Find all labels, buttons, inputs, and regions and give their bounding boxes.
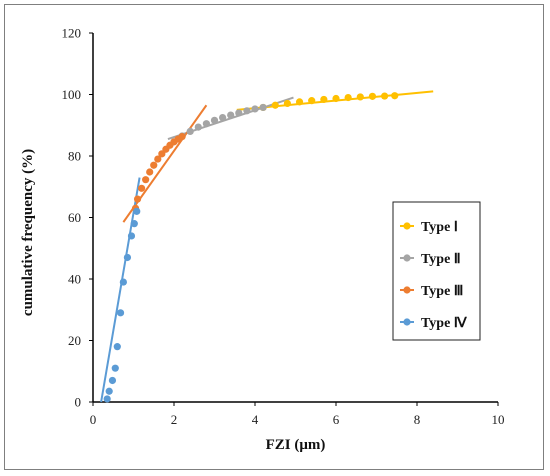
data-point-series-2 [243,107,251,115]
x-tick-label: 10 [492,412,505,427]
data-point-series-3 [146,168,154,176]
y-tick-label: 80 [68,149,81,164]
data-point-series-3 [178,133,186,141]
fit-line-series-4 [100,177,141,403]
legend-label-series-4: Type Ⅳ [421,316,468,331]
data-point-series-2 [235,109,243,117]
data-point-series-4 [119,278,127,286]
x-tick-label: 2 [171,412,178,427]
data-point-series-3 [158,150,166,158]
data-point-series-2 [210,116,219,124]
data-point-series-1 [391,92,399,100]
y-tick-label: 120 [62,26,82,41]
data-point-series-3 [142,176,150,184]
x-axis-title: FZI (μm) [266,437,326,453]
data-point-series-4 [123,253,132,262]
data-point-series-2 [186,127,194,135]
data-point-series-1 [368,92,377,100]
y-axis-title: cumulative frequency (%) [20,149,36,316]
data-point-series-3 [133,195,142,203]
data-point-series-4 [103,395,111,403]
data-point-series-1 [283,99,291,108]
y-tick-label: 40 [68,272,81,287]
data-point-series-4 [105,387,113,395]
data-point-series-4 [108,376,117,385]
data-point-series-3 [154,155,162,163]
data-point-series-1 [320,95,328,104]
data-point-series-1 [332,94,340,103]
legend-label-series-1: Type Ⅰ [421,220,458,235]
data-point-series-4 [133,207,141,215]
y-tick-label: 20 [68,333,81,348]
data-point-series-2 [202,120,210,128]
data-point-series-4 [111,364,119,372]
data-point-series-2 [194,123,202,131]
data-point-series-3 [150,161,158,169]
chart-frame: 0 2 4 6 8 10 0 20 40 60 80 100 120 FZI (μm) cumulati… [4,4,544,470]
data-points [103,92,399,403]
x-tick-label: 8 [414,412,421,427]
data-point-series-2 [219,113,227,122]
legend-label-series-2: Type Ⅱ [421,252,461,267]
x-tick-label: 4 [252,412,259,427]
data-point-series-3 [138,184,146,192]
legend-label-series-3: Type Ⅲ [421,284,463,299]
axes [89,32,499,406]
data-point-series-2 [259,103,267,112]
data-point-series-4 [127,232,136,240]
data-point-series-4 [113,343,121,351]
data-point-series-2 [251,105,259,113]
data-point-series-1 [271,101,279,109]
y-tick-label: 0 [75,395,82,410]
data-point-series-1 [308,97,316,105]
fit-line-series-3 [122,104,208,223]
y-tick-label: 60 [68,210,81,225]
data-point-series-1 [381,92,389,100]
data-point-series-1 [295,98,304,106]
legend: Type Ⅰ Type Ⅱ Type Ⅲ Type Ⅳ [392,201,481,341]
x-tick-label: 6 [333,412,340,427]
data-point-series-1 [356,93,364,101]
data-point-series-2 [227,111,235,119]
data-point-series-1 [344,93,352,102]
data-point-series-4 [116,309,125,317]
y-tick-label: 100 [62,87,82,102]
x-tick-label: 0 [90,412,97,427]
fit-lines [100,90,434,403]
data-point-series-4 [130,220,138,228]
